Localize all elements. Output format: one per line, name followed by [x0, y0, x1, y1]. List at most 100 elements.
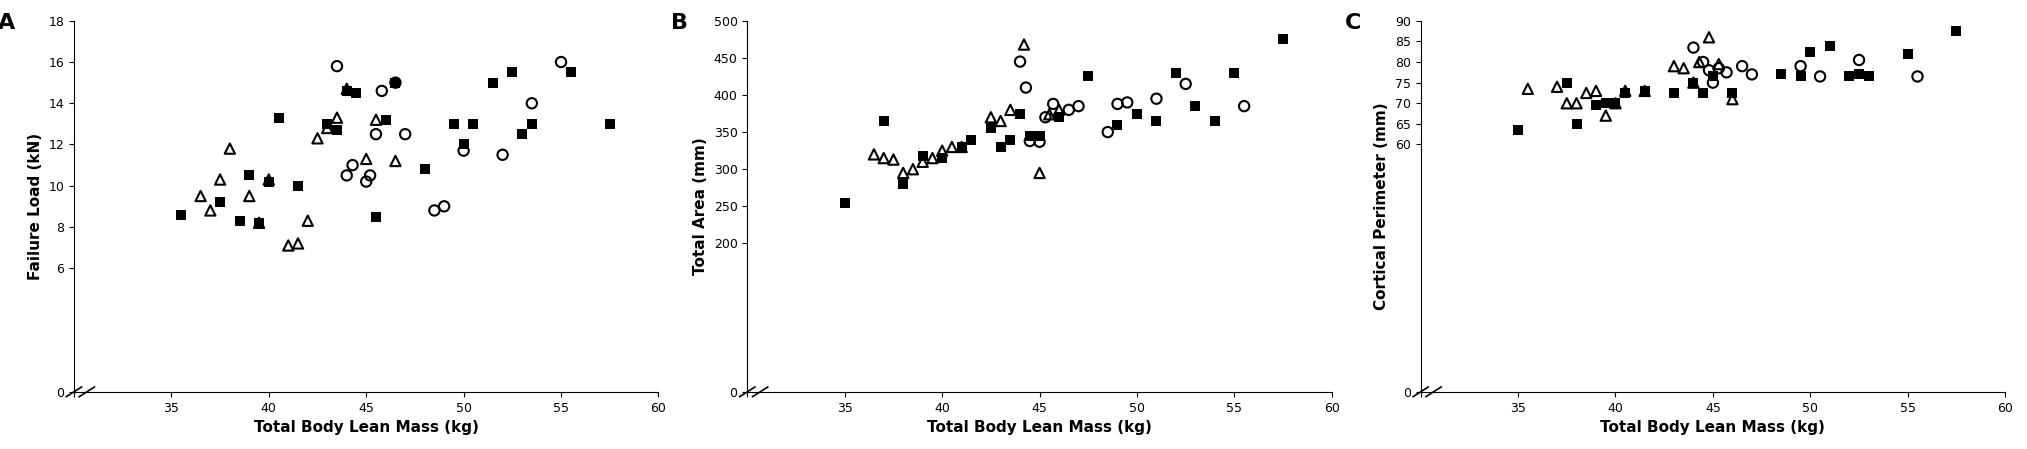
Point — [320, 62, 353, 70]
Point — [1551, 100, 1583, 107]
Point — [1034, 111, 1066, 118]
Point — [829, 199, 861, 206]
Point — [1170, 80, 1202, 88]
Point — [497, 69, 529, 76]
Point — [205, 198, 237, 206]
Point — [1052, 106, 1084, 114]
Point — [1703, 61, 1735, 68]
Point — [330, 172, 363, 179]
Point — [545, 58, 578, 66]
Text: A: A — [0, 13, 16, 33]
Point — [1141, 95, 1174, 102]
Point — [906, 152, 939, 159]
Point — [261, 114, 294, 121]
Point — [1571, 89, 1603, 97]
Point — [1891, 50, 1924, 57]
Point — [1686, 58, 1719, 66]
Point — [282, 240, 314, 247]
Point — [1676, 79, 1709, 86]
Point — [993, 136, 1026, 143]
Point — [1843, 71, 1875, 78]
Point — [1042, 106, 1074, 114]
Point — [1804, 73, 1836, 80]
Point — [1697, 79, 1729, 86]
Point — [1228, 102, 1261, 110]
Point — [868, 154, 900, 162]
Point — [1853, 73, 1885, 80]
Point — [1003, 110, 1036, 117]
Point — [1676, 44, 1709, 51]
Point — [1141, 117, 1174, 124]
Point — [1218, 69, 1251, 76]
Point — [302, 135, 334, 142]
Point — [223, 217, 255, 224]
Point — [359, 213, 391, 220]
Point — [1599, 100, 1632, 107]
Point — [486, 151, 519, 158]
Point — [233, 172, 266, 179]
Point — [1072, 73, 1105, 80]
Point — [1658, 62, 1691, 70]
Point — [351, 155, 383, 163]
Point — [1121, 110, 1153, 117]
Point — [1784, 73, 1816, 80]
Point — [1512, 85, 1545, 92]
Point — [1159, 69, 1192, 76]
Point — [1003, 58, 1036, 65]
Point — [1599, 100, 1632, 107]
Point — [1038, 100, 1070, 107]
Point — [906, 158, 939, 165]
Point — [945, 143, 977, 150]
Point — [448, 141, 480, 148]
Point — [379, 158, 411, 165]
Point — [594, 120, 626, 128]
Point — [1814, 42, 1847, 49]
Point — [878, 156, 910, 163]
Point — [1180, 102, 1212, 110]
Point — [205, 176, 237, 183]
Point — [1686, 89, 1719, 97]
Point — [1561, 120, 1593, 128]
Y-axis label: Cortical Perimeter (mm): Cortical Perimeter (mm) — [1374, 102, 1388, 310]
Point — [1024, 169, 1056, 176]
Point — [379, 79, 411, 86]
Point — [1717, 96, 1749, 103]
Point — [184, 193, 217, 200]
Point — [389, 131, 422, 138]
Point — [1561, 100, 1593, 107]
Y-axis label: Total Area (mm): Total Area (mm) — [693, 137, 707, 275]
Point — [1579, 102, 1611, 109]
Point — [213, 145, 245, 152]
Point — [476, 79, 509, 86]
Point — [195, 207, 227, 214]
Point — [310, 124, 343, 132]
Point — [1024, 138, 1056, 145]
Point — [351, 178, 383, 185]
Point — [1014, 132, 1046, 140]
Point — [1832, 73, 1865, 80]
Point — [1717, 89, 1749, 97]
Point — [1009, 84, 1042, 91]
Point — [916, 154, 949, 162]
X-axis label: Total Body Lean Mass (kg): Total Body Lean Mass (kg) — [1601, 420, 1826, 435]
Point — [1589, 112, 1622, 119]
Point — [1735, 71, 1768, 78]
Point — [243, 219, 276, 226]
Point — [857, 151, 890, 158]
Point — [1940, 27, 1972, 35]
Point — [282, 182, 314, 189]
Point — [320, 114, 353, 121]
Point — [1668, 65, 1701, 72]
Point — [975, 125, 1007, 132]
Point — [515, 100, 547, 107]
Point — [896, 166, 928, 173]
Point — [253, 176, 286, 183]
Text: C: C — [1344, 13, 1360, 33]
Point — [888, 180, 920, 188]
Point — [1042, 114, 1074, 121]
Point — [1658, 89, 1691, 97]
Point — [888, 169, 920, 176]
Point — [1093, 128, 1125, 136]
Point — [233, 193, 266, 200]
Point — [1267, 36, 1299, 43]
